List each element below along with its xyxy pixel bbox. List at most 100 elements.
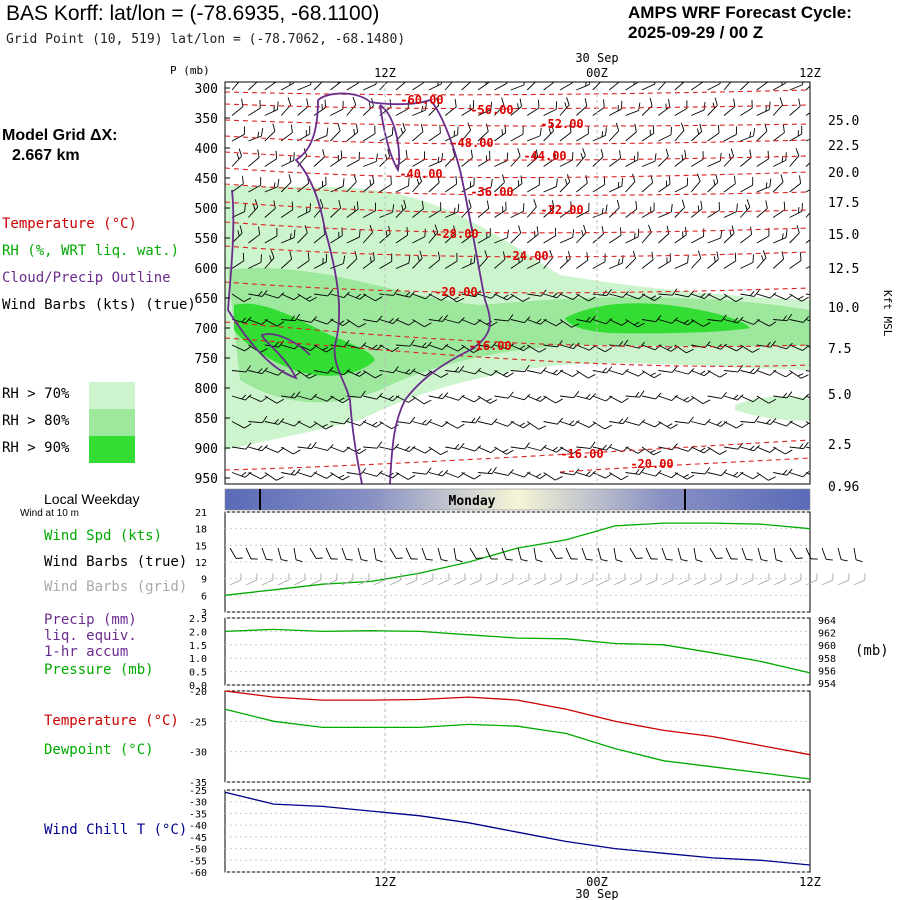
wind-barb (691, 446, 711, 454)
surface-wind-barb (821, 547, 833, 561)
wind-barb (625, 102, 641, 116)
wind-barb (805, 82, 810, 91)
wind-barb (428, 314, 448, 322)
surface-wind-barb (437, 547, 448, 562)
wind-barb (428, 446, 448, 456)
wind-barb (707, 251, 719, 269)
cloud-outline-inner (294, 99, 363, 484)
top-time-label: 12Z (374, 66, 396, 80)
wind-barb (346, 370, 367, 377)
wind-barb (772, 370, 793, 378)
wind-barb (592, 82, 603, 91)
wind-barb (526, 344, 547, 353)
wind-barb (231, 252, 245, 269)
contour-label: -60.00 (400, 93, 443, 107)
wind-barb (543, 101, 558, 116)
wind-barb (477, 101, 493, 116)
wind-barb (346, 97, 357, 116)
legend-rh: RH (%, WRT liq. wat.) (2, 243, 180, 259)
wind-barb (723, 344, 744, 352)
grid-wind-barb (709, 573, 722, 586)
wind-barb (641, 315, 662, 323)
wind-barb (559, 446, 580, 455)
wind-barb (707, 202, 720, 218)
wind-barb (297, 471, 318, 478)
wind-barb (248, 395, 268, 403)
grid-wind-barb (229, 573, 242, 586)
wind-barb (395, 199, 407, 218)
wind-barb (789, 98, 801, 116)
wind-barb (526, 421, 547, 430)
wind-barb (559, 390, 580, 399)
wind-barb (690, 395, 711, 405)
wind-barb (248, 100, 261, 116)
wind-barb (674, 472, 695, 480)
wind-barb (526, 99, 540, 116)
wind-barb (772, 97, 783, 116)
wind-barb (264, 418, 285, 425)
wind-barb (363, 470, 383, 477)
wind-barb (740, 444, 760, 452)
wind-barb (494, 446, 514, 455)
wind-barb (346, 468, 367, 476)
wind-barb (412, 82, 425, 91)
wind-barb (510, 126, 524, 142)
wind-barb (281, 313, 301, 322)
wind-barb (592, 366, 613, 374)
pressure-ytick-label: 960 (818, 641, 836, 652)
wind-barb (362, 252, 375, 269)
wind-barb (346, 201, 359, 218)
wind-barb (707, 124, 720, 142)
wind-barb (805, 261, 810, 269)
wind-barb (592, 253, 606, 269)
wind-barb (723, 126, 738, 142)
surface-wind-barb (677, 547, 688, 562)
pressure-tick-label: 450 (195, 172, 218, 187)
grid-wind-barb (469, 573, 482, 586)
wind-barb (805, 135, 810, 142)
grid-wind-barb (853, 573, 866, 586)
wind-barb (773, 468, 793, 476)
wind-barb (346, 319, 366, 328)
wind-barb (231, 365, 251, 373)
surface-wind-barb (773, 547, 783, 563)
grid-wind-barb (453, 573, 466, 586)
wind-barb (379, 317, 400, 325)
grid-wind-barb (629, 573, 642, 586)
wind-barb (461, 122, 472, 142)
wind-barb (576, 315, 596, 323)
wind-barb (756, 250, 767, 269)
wind-barb (592, 127, 607, 142)
chill-ytick-label: -35 (189, 809, 207, 820)
wind-barb (362, 224, 373, 244)
surface-wind-barb (245, 547, 258, 560)
wind-barb (510, 344, 531, 352)
wind-barb (461, 445, 482, 452)
surface-wind-barb (357, 547, 368, 562)
wind-barb (363, 82, 378, 91)
wind-barb (723, 421, 744, 429)
wind-barb (773, 293, 793, 301)
wind-ytick-label: 9 (201, 575, 207, 586)
wind-barb (526, 149, 539, 167)
wind-barb (707, 229, 723, 244)
wind-barb (445, 344, 465, 352)
wind-barb (248, 289, 268, 297)
wind-barb (608, 472, 629, 481)
wind-barb (412, 228, 426, 244)
wind-barb (608, 150, 621, 167)
wind-barb (740, 127, 756, 142)
wind-barb (526, 199, 537, 218)
wind-barb (772, 124, 785, 142)
wind-barb (231, 126, 246, 142)
surface-wind-barb (805, 547, 818, 560)
wind-barb (379, 443, 399, 451)
contour-28 (225, 221, 810, 234)
wind-chill-label: Wind Chill T (°C) (44, 822, 188, 838)
bottom-time-label: 12Z (799, 875, 821, 889)
weekday-bar (224, 488, 811, 511)
wind-barb (363, 441, 383, 449)
wind-barb (444, 148, 456, 167)
wind-barb (592, 318, 613, 325)
wind-barb (395, 177, 410, 193)
